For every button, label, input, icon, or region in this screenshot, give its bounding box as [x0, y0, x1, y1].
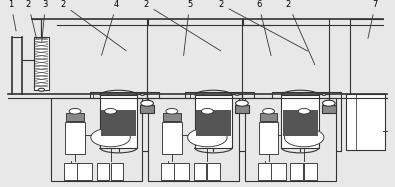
Bar	[281, 95, 319, 148]
Circle shape	[91, 128, 130, 147]
Circle shape	[188, 128, 227, 147]
Text: 1: 1	[8, 0, 16, 31]
Bar	[101, 110, 136, 136]
Bar	[194, 163, 206, 180]
Text: 7: 7	[368, 0, 378, 38]
Text: 4: 4	[102, 0, 119, 55]
Text: 3: 3	[42, 0, 48, 42]
Bar	[77, 163, 92, 180]
Circle shape	[235, 94, 239, 95]
Bar	[235, 105, 249, 113]
Circle shape	[141, 100, 153, 106]
Text: 5: 5	[184, 0, 192, 56]
Bar	[100, 95, 137, 148]
Bar	[196, 110, 231, 136]
Bar	[245, 98, 336, 181]
Bar	[34, 37, 49, 90]
Text: 2: 2	[60, 0, 126, 51]
Circle shape	[105, 108, 117, 114]
Circle shape	[263, 108, 275, 114]
Bar	[161, 163, 176, 180]
Bar	[258, 163, 273, 180]
Circle shape	[38, 88, 45, 91]
Text: 2: 2	[143, 0, 221, 51]
Bar	[260, 113, 277, 121]
Bar	[162, 122, 182, 154]
Bar	[102, 113, 119, 121]
Bar	[174, 163, 189, 180]
Bar	[111, 163, 123, 180]
Bar	[163, 113, 181, 121]
Bar	[185, 92, 254, 151]
Bar	[195, 95, 232, 148]
Circle shape	[298, 108, 310, 114]
Bar	[295, 113, 313, 121]
Text: 2: 2	[218, 0, 308, 51]
Circle shape	[236, 100, 248, 106]
Bar	[64, 163, 79, 180]
Bar	[97, 163, 109, 180]
Bar	[51, 98, 142, 181]
Text: 2: 2	[26, 0, 36, 39]
Bar	[271, 163, 286, 180]
Text: 2: 2	[286, 0, 315, 65]
Bar	[66, 113, 84, 121]
Bar	[207, 163, 220, 180]
Circle shape	[201, 108, 213, 114]
Bar	[283, 110, 318, 136]
Bar	[148, 98, 239, 181]
Bar	[90, 92, 159, 151]
Bar	[304, 163, 317, 180]
Circle shape	[323, 100, 335, 106]
Bar	[140, 105, 154, 113]
Circle shape	[69, 108, 81, 114]
Bar	[199, 113, 216, 121]
Bar	[290, 163, 303, 180]
Bar	[272, 92, 340, 151]
Text: 6: 6	[256, 0, 271, 56]
Circle shape	[322, 94, 326, 95]
Bar	[259, 122, 278, 154]
Circle shape	[166, 108, 178, 114]
Bar	[322, 105, 336, 113]
Circle shape	[284, 128, 324, 147]
Circle shape	[141, 94, 145, 95]
Bar	[65, 122, 85, 154]
Bar	[346, 94, 385, 150]
